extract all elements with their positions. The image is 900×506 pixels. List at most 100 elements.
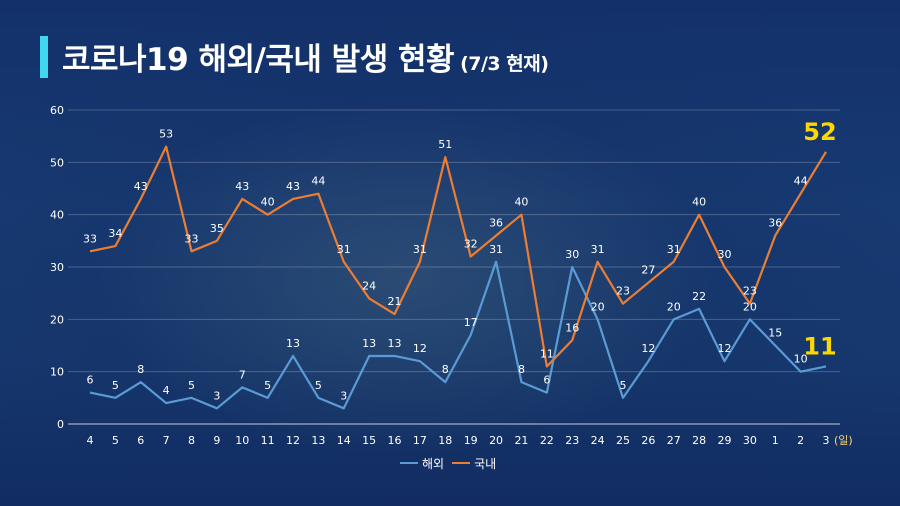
data-label: 34 [108, 227, 122, 240]
x-tick-label: 19 [464, 434, 478, 447]
x-tick-label: 4 [87, 434, 94, 447]
x-tick-label: 16 [388, 434, 402, 447]
data-label: 33 [83, 232, 97, 245]
data-label: 20 [743, 300, 757, 313]
x-tick-label: 29 [717, 434, 731, 447]
data-label: 8 [518, 363, 525, 376]
data-label: 27 [641, 264, 655, 277]
x-tick-label: 30 [743, 434, 757, 447]
y-tick-label: 50 [50, 156, 64, 169]
y-tick-label: 0 [57, 418, 64, 431]
data-label: 40 [514, 196, 528, 209]
x-tick-label: 17 [413, 434, 427, 447]
data-label: 8 [442, 363, 449, 376]
data-label: 24 [362, 279, 376, 292]
data-label: 51 [438, 138, 452, 151]
data-label: 40 [261, 196, 275, 209]
x-tick-label: 12 [286, 434, 300, 447]
x-unit-label: (일) [834, 433, 853, 447]
data-label: 3 [213, 389, 220, 402]
x-tick-label: 13 [311, 434, 325, 447]
title-date: (7/3 현재) [460, 53, 549, 75]
latest-value-label: 52 [803, 118, 836, 146]
data-label: 7 [239, 368, 246, 381]
data-label: 5 [188, 379, 195, 392]
data-label: 20 [667, 300, 681, 313]
data-label: 6 [87, 374, 94, 387]
data-label: 21 [388, 295, 402, 308]
x-tick-label: 14 [337, 434, 351, 447]
data-label: 36 [489, 217, 503, 230]
data-label: 43 [235, 180, 249, 193]
data-label: 31 [591, 243, 605, 256]
data-label: 13 [286, 337, 300, 350]
data-label: 30 [717, 248, 731, 261]
data-label: 5 [112, 379, 119, 392]
data-label: 4 [163, 384, 170, 397]
legend: 해외 국내 [400, 455, 496, 471]
data-label: 53 [159, 128, 173, 141]
x-tick-label: 5 [112, 434, 119, 447]
data-label: 31 [413, 243, 427, 256]
legend-item-overseas: 해외 [400, 455, 444, 472]
data-label: 31 [667, 243, 681, 256]
data-label: 40 [692, 196, 706, 209]
x-tick-label: 28 [692, 434, 706, 447]
legend-item-domestic: 국내 [452, 455, 496, 472]
data-label: 3 [340, 389, 347, 402]
data-label: 23 [743, 285, 757, 298]
data-label: 43 [134, 180, 148, 193]
data-label: 5 [315, 379, 322, 392]
y-tick-label: 10 [50, 366, 64, 379]
y-tick-label: 60 [50, 104, 64, 117]
x-tick-label: 26 [641, 434, 655, 447]
data-label: 11 [540, 347, 554, 360]
x-tick-label: 15 [362, 434, 376, 447]
x-tick-label: 24 [591, 434, 605, 447]
y-tick-label: 40 [50, 209, 64, 222]
data-label: 32 [464, 238, 478, 251]
x-tick-label: 2 [797, 434, 804, 447]
x-tick-label: 11 [261, 434, 275, 447]
x-tick-label: 25 [616, 434, 630, 447]
latest-value-label: 11 [803, 332, 836, 360]
page-title: 코로나19 해외/국내 발생 현황 (7/3 현재) [62, 34, 549, 79]
x-tick-label: 18 [438, 434, 452, 447]
data-label: 13 [362, 337, 376, 350]
data-label: 10 [794, 353, 808, 366]
x-tick-label: 1 [772, 434, 779, 447]
legend-label-domestic: 국내 [474, 456, 497, 471]
x-tick-label: 21 [514, 434, 528, 447]
data-label: 35 [210, 222, 224, 235]
data-label: 16 [565, 321, 579, 334]
x-tick-label: 6 [137, 434, 144, 447]
y-tick-label: 20 [50, 313, 64, 326]
data-label: 12 [413, 342, 427, 355]
data-label: 5 [619, 379, 626, 392]
x-tick-label: 23 [565, 434, 579, 447]
x-tick-label: 27 [667, 434, 681, 447]
data-label: 12 [717, 342, 731, 355]
x-tick-label: 20 [489, 434, 503, 447]
legend-swatch-domestic [452, 462, 471, 464]
data-label: 43 [286, 180, 300, 193]
data-label: 6 [543, 374, 550, 387]
x-tick-label: 10 [235, 434, 249, 447]
x-tick-label: 22 [540, 434, 554, 447]
data-label: 31 [337, 243, 351, 256]
data-label: 5 [264, 379, 271, 392]
data-label: 20 [591, 300, 605, 313]
x-tick-label: 7 [163, 434, 170, 447]
data-label: 30 [565, 248, 579, 261]
data-label: 31 [489, 243, 503, 256]
title-main: 코로나19 해외/국내 발생 현황 [62, 42, 455, 78]
data-label: 36 [768, 217, 782, 230]
data-label: 22 [692, 290, 706, 303]
data-label: 15 [768, 327, 782, 340]
x-tick-label: 3 [823, 434, 830, 447]
series-line-domestic [89, 145, 827, 368]
y-tick-label: 30 [50, 261, 64, 274]
data-label: 8 [137, 363, 144, 376]
